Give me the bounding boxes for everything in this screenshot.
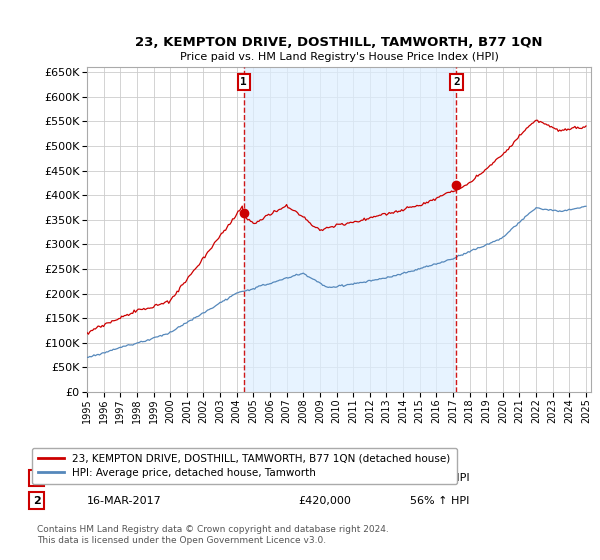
Text: £420,000: £420,000 (299, 496, 352, 506)
Text: 2: 2 (453, 77, 460, 87)
Text: Contains HM Land Registry data © Crown copyright and database right 2024.
This d: Contains HM Land Registry data © Crown c… (37, 525, 388, 544)
Legend: 23, KEMPTON DRIVE, DOSTHILL, TAMWORTH, B77 1QN (detached house), HPI: Average pr: 23, KEMPTON DRIVE, DOSTHILL, TAMWORTH, B… (32, 447, 457, 484)
Text: £364,000: £364,000 (299, 473, 352, 483)
Text: 28-MAY-2004: 28-MAY-2004 (87, 473, 159, 483)
Text: 23, KEMPTON DRIVE, DOSTHILL, TAMWORTH, B77 1QN: 23, KEMPTON DRIVE, DOSTHILL, TAMWORTH, B… (135, 36, 543, 49)
Text: 56% ↑ HPI: 56% ↑ HPI (410, 496, 469, 506)
Text: 1: 1 (241, 77, 247, 87)
Text: 2: 2 (33, 496, 40, 506)
Text: 16-MAR-2017: 16-MAR-2017 (87, 496, 162, 506)
Text: Price paid vs. HM Land Registry's House Price Index (HPI): Price paid vs. HM Land Registry's House … (179, 52, 499, 62)
Text: 1: 1 (33, 473, 40, 483)
Bar (244, 67, 457, 392)
Text: 79% ↑ HPI: 79% ↑ HPI (410, 473, 469, 483)
